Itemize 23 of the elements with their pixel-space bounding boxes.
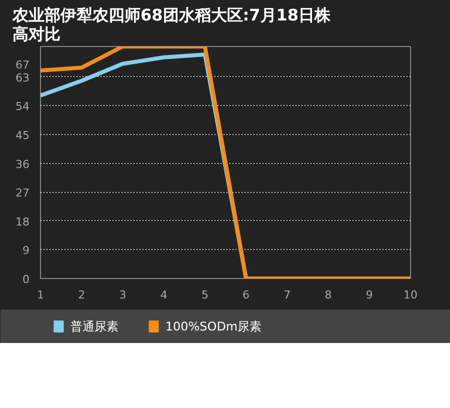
y-tick-label: 36 — [16, 158, 30, 171]
y-tick-label: 54 — [16, 100, 30, 114]
y-tick-label: 0 — [22, 273, 30, 286]
x-tick-label: 9 — [366, 288, 373, 302]
legend-label: 普通尿素 — [70, 320, 118, 334]
x-tick-label: 10 — [404, 288, 418, 302]
y-tick-label: 45 — [16, 129, 30, 142]
y-tick-label: 18 — [16, 215, 30, 228]
chart-title: 农业部伊犁农四师68团水稻大区:7月18日株高对比 — [12, 6, 332, 44]
y-tick-label: 27 — [16, 186, 30, 200]
x-tick-label: 3 — [119, 288, 126, 302]
legend-label: 100%SODm尿素 — [165, 320, 262, 334]
x-tick-label: 7 — [284, 288, 291, 302]
x-tick-label: 6 — [242, 288, 250, 302]
y-tick-label: 67 — [16, 58, 30, 72]
line-series — [40, 46, 410, 278]
x-tick-label: 5 — [201, 288, 208, 302]
y-tick-label: 9 — [22, 244, 30, 258]
x-tick-label: 1 — [37, 288, 44, 302]
y-tick-label: 63 — [16, 71, 30, 84]
x-tick-label: 8 — [324, 288, 332, 302]
x-tick-label: 4 — [160, 288, 168, 302]
x-tick-label: 2 — [78, 288, 86, 302]
